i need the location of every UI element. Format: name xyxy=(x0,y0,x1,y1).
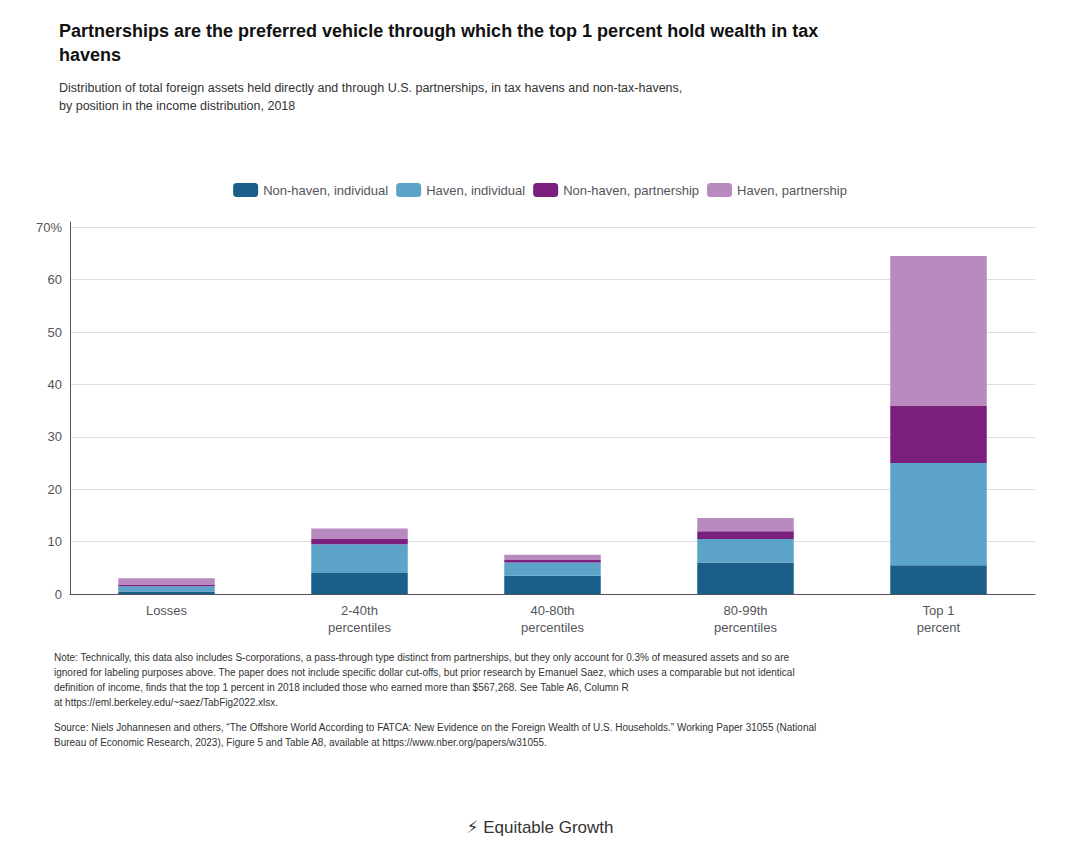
svg-text:Haven, partnership: Haven, partnership xyxy=(737,183,847,198)
svg-text:Note: Technically, this data a: Note: Technically, this data also includ… xyxy=(54,652,789,663)
svg-text:Distribution of total foreign: Distribution of total foreign assets hel… xyxy=(59,81,682,95)
svg-text:at https://eml.berkeley.edu/~s: at https://eml.berkeley.edu/~saez/TabFig… xyxy=(54,697,278,708)
svg-text:percent: percent xyxy=(917,620,961,635)
svg-text:70%: 70% xyxy=(36,220,62,235)
svg-text:havens: havens xyxy=(59,45,121,65)
svg-text:30: 30 xyxy=(48,429,62,444)
svg-text:Losses: Losses xyxy=(146,603,188,618)
svg-text:60: 60 xyxy=(48,272,62,287)
svg-text:20: 20 xyxy=(48,482,62,497)
svg-text:50: 50 xyxy=(48,325,62,340)
svg-text:40: 40 xyxy=(48,377,62,392)
svg-text:2-40th: 2-40th xyxy=(341,603,378,618)
svg-text:definition of income, finds th: definition of income, finds that the top… xyxy=(54,682,629,693)
svg-text:percentiles: percentiles xyxy=(714,620,777,635)
svg-text:Non-haven, individual: Non-haven, individual xyxy=(263,183,388,198)
svg-text:40-80th: 40-80th xyxy=(530,603,574,618)
svg-text:percentiles: percentiles xyxy=(521,620,584,635)
svg-text:Bureau of Economic Research, 2: Bureau of Economic Research, 2023), Figu… xyxy=(54,737,547,748)
svg-text:Partnerships are the preferred: Partnerships are the preferred vehicle t… xyxy=(59,21,818,41)
svg-text:10: 10 xyxy=(48,534,62,549)
svg-text:80-99th: 80-99th xyxy=(723,603,767,618)
svg-text:0: 0 xyxy=(55,587,62,602)
svg-text:Source: Niels Johannesen and o: Source: Niels Johannesen and others, “Th… xyxy=(54,722,816,733)
svg-text:⚡ Equitable Growth: ⚡ Equitable Growth xyxy=(466,818,613,837)
svg-text:Haven, individual: Haven, individual xyxy=(426,183,525,198)
svg-text:ignored for labeling purposes: ignored for labeling purposes above. The… xyxy=(54,667,795,678)
svg-text:percentiles: percentiles xyxy=(328,620,391,635)
svg-text:Non-haven, partnership: Non-haven, partnership xyxy=(563,183,699,198)
svg-text:Top 1: Top 1 xyxy=(923,603,955,618)
svg-text:by position in the income dist: by position in the income distribution, … xyxy=(59,99,295,113)
